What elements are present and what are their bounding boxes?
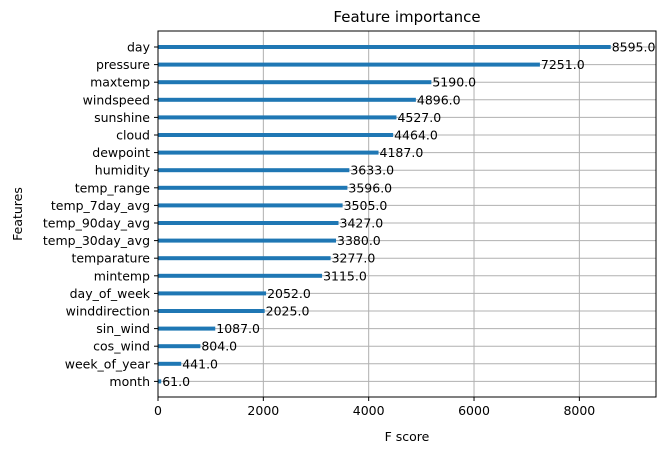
x-tick-label: 2000 — [247, 403, 279, 418]
bar-temparature — [158, 256, 331, 261]
data-label: 4187.0 — [380, 145, 424, 160]
bar-temp-7day-avg — [158, 203, 343, 208]
y-tick-label: temp_7day_avg — [51, 198, 150, 213]
data-label: 4896.0 — [417, 92, 461, 107]
data-label: 3115.0 — [323, 268, 367, 283]
x-tick-label: 4000 — [353, 403, 385, 418]
data-label: 61.0 — [162, 374, 190, 389]
data-label: 3596.0 — [348, 180, 392, 195]
data-label: 3277.0 — [332, 251, 376, 266]
y-tick-label: mintemp — [94, 268, 150, 283]
x-tick-label: 8000 — [563, 403, 595, 418]
y-tick-label: temp_30day_avg — [43, 233, 150, 248]
y-axis-label: Features — [10, 187, 25, 241]
bar-dewpoint — [158, 150, 379, 155]
data-label: 3427.0 — [340, 216, 384, 231]
x-tick-label: 6000 — [458, 403, 490, 418]
data-label: 8595.0 — [612, 40, 656, 55]
y-tick-label: day_of_week — [70, 286, 151, 301]
plot-frame — [157, 30, 657, 398]
bar-sunshine — [158, 115, 397, 120]
bar-mintemp — [158, 273, 323, 278]
y-tick-label: temp_90day_avg — [43, 216, 150, 231]
data-label: 3505.0 — [344, 198, 388, 213]
x-axis-ticks: 0 2000 4000 6000 8000 — [154, 397, 595, 418]
x-tick-label: 0 — [154, 403, 162, 418]
y-tick-label: humidity — [95, 163, 151, 178]
y-tick-label: temparature — [71, 251, 150, 266]
data-label: 3380.0 — [337, 233, 381, 248]
bar-pressure — [158, 62, 540, 67]
bar-cos-wind — [158, 344, 201, 349]
y-tick-label: day — [127, 40, 151, 55]
data-label: 4464.0 — [394, 128, 438, 143]
bar-temp-range — [158, 185, 348, 190]
y-tick-label: cloud — [116, 128, 150, 143]
y-tick-label: maxtemp — [90, 75, 150, 90]
y-tick-label: temp_range — [75, 180, 151, 195]
y-tick-label: sin_wind — [96, 321, 150, 336]
bar-winddirection — [158, 309, 265, 313]
data-label: 7251.0 — [541, 57, 585, 72]
y-tick-label: dewpoint — [92, 145, 150, 160]
bar-day-of-week — [158, 291, 267, 296]
data-label: 804.0 — [201, 339, 237, 354]
bar-maxtemp — [158, 80, 432, 85]
data-label: 5190.0 — [432, 75, 476, 90]
data-label: 1087.0 — [216, 321, 260, 336]
bars — [158, 45, 611, 384]
data-label: 4527.0 — [397, 110, 441, 125]
chart-title: Feature importance — [333, 8, 480, 26]
bar-month — [158, 379, 162, 384]
y-tick-label: pressure — [96, 57, 150, 72]
data-label: 2052.0 — [267, 286, 311, 301]
data-label: 441.0 — [182, 356, 218, 371]
bar-cloud — [158, 133, 394, 137]
x-axis-label: F score — [385, 429, 430, 444]
bar-sin-wind — [158, 326, 216, 331]
data-label: 2025.0 — [266, 304, 310, 319]
y-axis-ticks: day pressure maxtemp windspeed sunshine cloud… — [43, 40, 158, 389]
bar-day — [158, 45, 611, 49]
y-tick-label: cos_wind — [93, 339, 150, 354]
bar-temp-90day-avg — [158, 221, 339, 225]
y-tick-label: month — [109, 374, 150, 389]
y-tick-label: sunshine — [94, 110, 150, 125]
y-tick-label: winddirection — [66, 304, 150, 319]
data-label: 3633.0 — [350, 163, 394, 178]
y-tick-label: windspeed — [83, 92, 150, 107]
bar-week-of-year — [158, 361, 182, 366]
bar-temp-30day-avg — [158, 238, 337, 243]
data-labels: 8595.0 7251.0 5190.0 4896.0 4527.0 4464.0 4187… — [162, 40, 655, 389]
y-tick-label: week_of_year — [65, 356, 151, 371]
bar-humidity — [158, 168, 350, 173]
bar-windspeed — [158, 97, 416, 102]
